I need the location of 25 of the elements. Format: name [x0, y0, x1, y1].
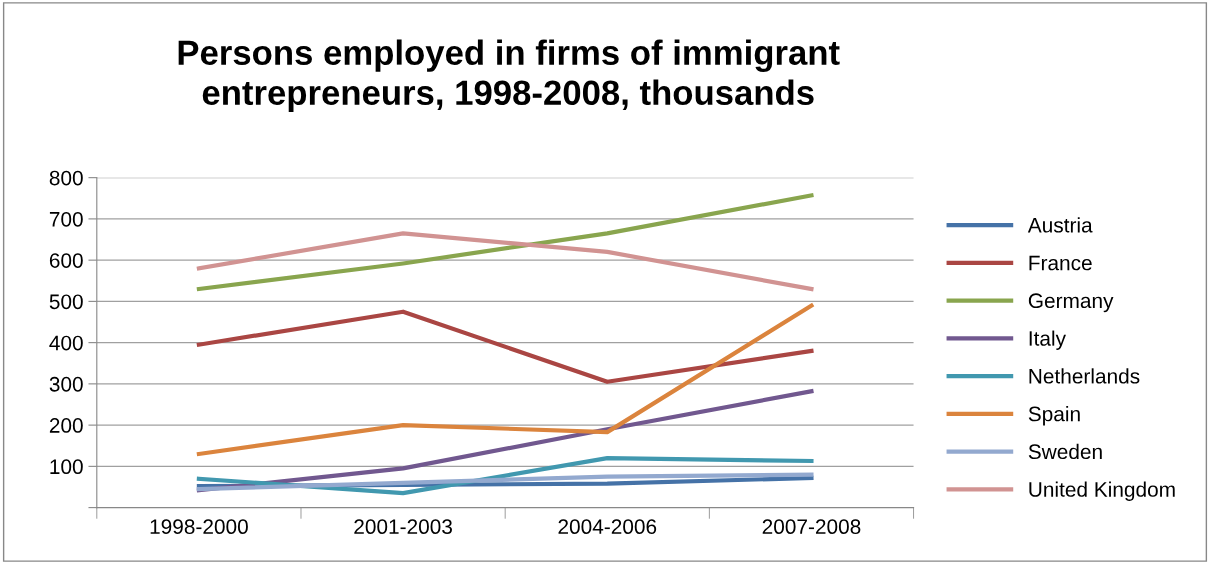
line-series — [196, 303, 814, 457]
legend-label: Spain — [1028, 406, 1080, 426]
x-tick-label: 2004-2006 — [558, 519, 657, 535]
chart-title: Persons employed in firms of immigrant entrepreneurs, 1998-2008, thousands — [178, 39, 840, 112]
y-tick-label: 500 — [49, 294, 83, 310]
y-tick-label: 100 — [50, 459, 83, 475]
x-tick-label: 1998-2000 — [150, 519, 248, 535]
legend-label: Germany — [1028, 293, 1114, 313]
legend-label: France — [1029, 255, 1092, 271]
y-tick-label: 200 — [49, 418, 83, 433]
x-tick-label: 2001-2003 — [354, 519, 452, 535]
line-series — [196, 231, 814, 292]
legend-label: United Kingdom — [1029, 481, 1175, 501]
line-series — [196, 309, 814, 384]
legend-label: Italy — [1029, 330, 1066, 350]
x-tick-label: 2007-2008 — [762, 519, 861, 535]
y-tick-label: 700 — [49, 211, 83, 227]
legend-label: Sweden — [1028, 443, 1102, 460]
y-tick-label: 400 — [49, 335, 83, 351]
legend-label: Austria — [1027, 217, 1093, 233]
y-tick-label: 800 — [49, 170, 83, 186]
y-tick-label: 300 — [49, 376, 83, 392]
y-tick-label: 600 — [49, 253, 83, 268]
legend-label: Netherlands — [1029, 368, 1140, 384]
line-series — [196, 193, 814, 292]
